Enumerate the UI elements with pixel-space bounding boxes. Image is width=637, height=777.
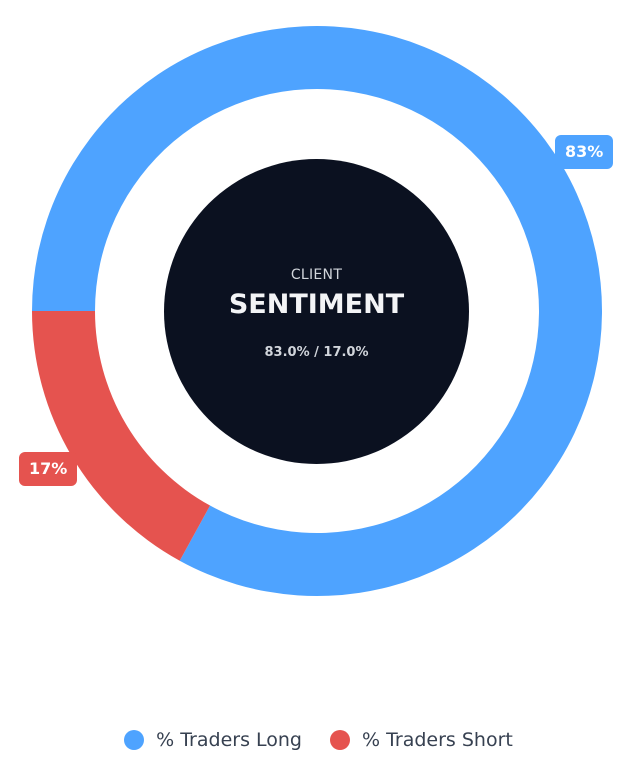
legend-item-long[interactable]: % Traders Long (124, 729, 302, 751)
legend-item-short[interactable]: % Traders Short (329, 729, 513, 751)
donut-svg (32, 26, 602, 596)
legend: % Traders Long % Traders Short (0, 725, 637, 755)
center-circle: CLIENT SENTIMENT 83.0% / 17.0% (164, 159, 469, 464)
data-label-short: 17% (19, 452, 78, 486)
legend-swatch-long (124, 730, 145, 750)
legend-label-short: % Traders Short (361, 729, 513, 751)
data-label-long: 83% (555, 135, 614, 169)
legend-label-long: % Traders Long (156, 729, 302, 751)
center-subtitle: 83.0% / 17.0% (264, 345, 369, 360)
slice-short[interactable] (32, 311, 211, 561)
sentiment-donut-chart: CLIENT SENTIMENT 83.0% / 17.0% 83% 17% (19, 26, 614, 596)
center-title: SENTIMENT (228, 289, 405, 320)
center-small-label: CLIENT (290, 267, 343, 283)
legend-swatch-short (329, 730, 350, 750)
